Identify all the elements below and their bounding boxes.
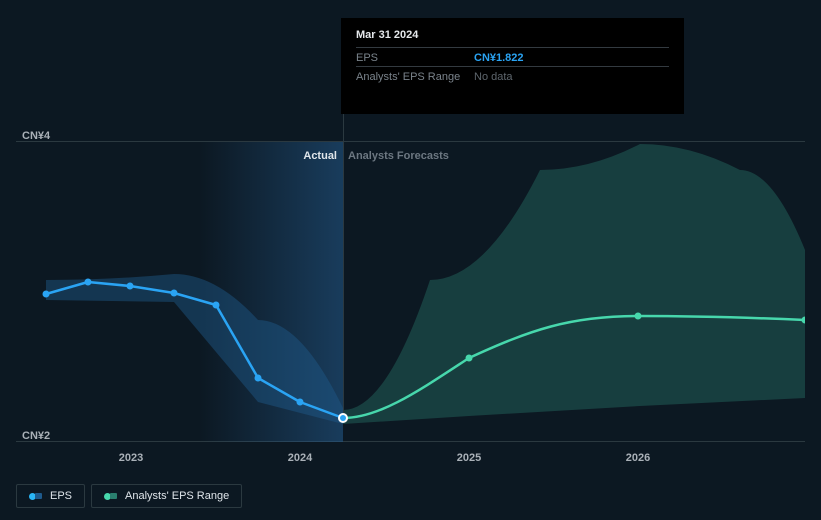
tooltip-guide-line	[343, 112, 344, 418]
chart-legend: EPS Analysts' EPS Range	[16, 484, 242, 508]
legend-swatch-icon	[29, 493, 42, 500]
eps-chart: CN¥4 CN¥2 Actual Analysts Forecasts 2023…	[0, 0, 821, 520]
legend-label: Analysts' EPS Range	[125, 490, 229, 502]
legend-label: EPS	[50, 490, 72, 502]
chart-tooltip: Mar 31 2024 EPSCN¥1.822Analysts' EPS Ran…	[341, 18, 684, 114]
tooltip-key: EPS	[356, 52, 474, 64]
y-axis-label: CN¥4	[22, 130, 50, 142]
x-axis-label: 2026	[626, 452, 650, 464]
x-axis-label: 2024	[288, 452, 312, 464]
plot-area[interactable]	[16, 142, 805, 442]
tooltip-row: EPSCN¥1.822	[356, 47, 669, 66]
legend-swatch-icon	[104, 493, 117, 500]
tooltip-date: Mar 31 2024	[356, 29, 669, 41]
x-axis-label: 2023	[119, 452, 143, 464]
legend-item[interactable]: EPS	[16, 484, 85, 508]
x-axis-label: 2025	[457, 452, 481, 464]
highlight-marker-inner	[340, 415, 346, 421]
tooltip-key: Analysts' EPS Range	[356, 71, 474, 83]
legend-item[interactable]: Analysts' EPS Range	[91, 484, 242, 508]
tooltip-value: CN¥1.822	[474, 52, 524, 64]
section-label-actual: Actual	[283, 150, 337, 162]
section-label-forecast: Analysts Forecasts	[348, 150, 449, 162]
tooltip-row: Analysts' EPS RangeNo data	[356, 66, 669, 85]
tooltip-value: No data	[474, 71, 513, 83]
